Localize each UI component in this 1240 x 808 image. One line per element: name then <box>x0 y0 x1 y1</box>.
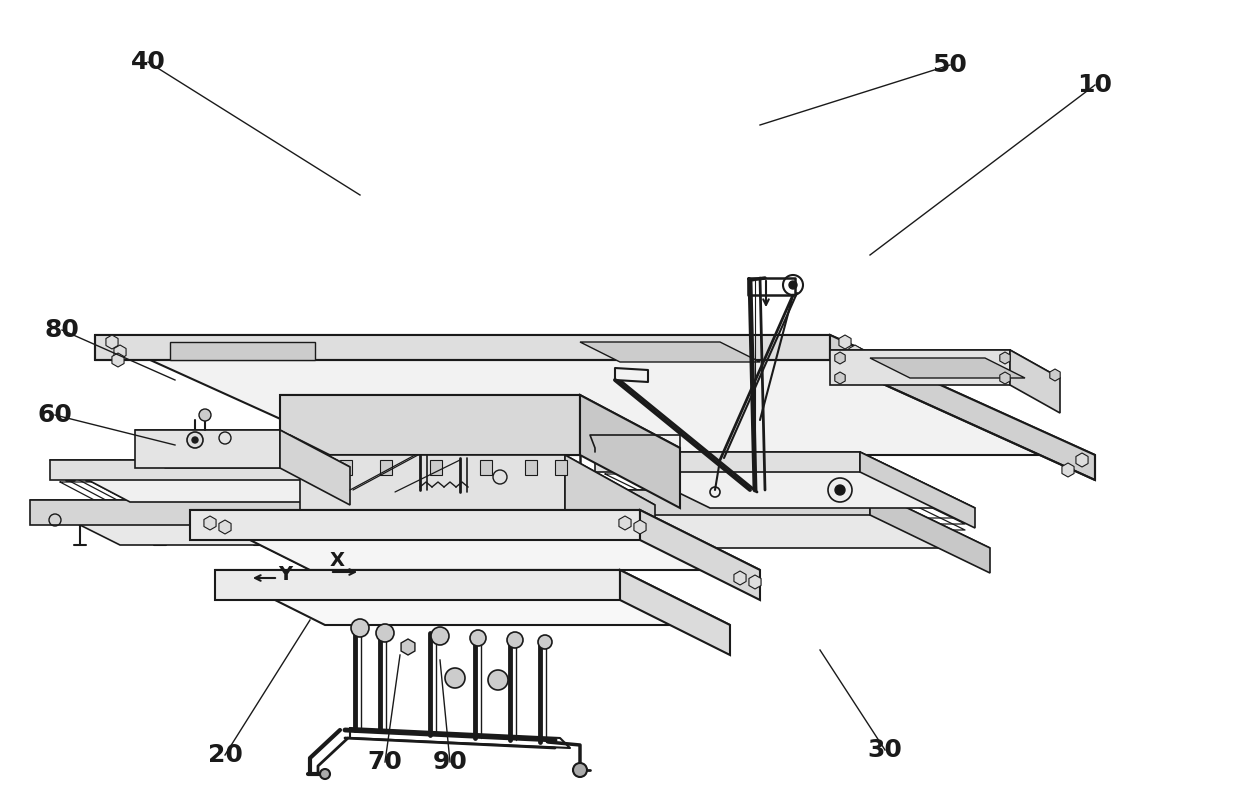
Circle shape <box>192 437 198 443</box>
Circle shape <box>432 627 449 645</box>
Polygon shape <box>1011 350 1060 413</box>
Polygon shape <box>190 510 640 540</box>
Circle shape <box>198 409 211 421</box>
Text: 10: 10 <box>1078 73 1112 97</box>
Polygon shape <box>830 335 1095 480</box>
Polygon shape <box>280 395 580 455</box>
Polygon shape <box>620 570 730 655</box>
Text: 40: 40 <box>130 50 165 74</box>
Text: 70: 70 <box>367 750 403 774</box>
Polygon shape <box>870 490 990 573</box>
Polygon shape <box>280 430 350 505</box>
Polygon shape <box>95 335 830 360</box>
Polygon shape <box>95 335 1095 455</box>
Polygon shape <box>50 460 330 480</box>
Polygon shape <box>525 460 537 475</box>
Polygon shape <box>430 460 441 475</box>
Text: X: X <box>330 551 345 570</box>
Polygon shape <box>340 500 430 570</box>
Polygon shape <box>50 460 410 502</box>
Polygon shape <box>135 430 280 468</box>
Polygon shape <box>379 460 392 475</box>
Text: 20: 20 <box>207 743 243 767</box>
Circle shape <box>351 619 370 637</box>
Polygon shape <box>580 395 680 508</box>
Text: Y: Y <box>278 565 293 584</box>
Polygon shape <box>580 490 990 548</box>
Polygon shape <box>830 350 1011 385</box>
Polygon shape <box>170 342 315 360</box>
Polygon shape <box>830 350 1060 378</box>
Polygon shape <box>330 460 410 522</box>
Polygon shape <box>870 358 1025 378</box>
Circle shape <box>320 769 330 779</box>
Circle shape <box>470 630 486 646</box>
Text: 30: 30 <box>868 738 903 762</box>
Circle shape <box>507 632 523 648</box>
Circle shape <box>573 763 587 777</box>
Text: 90: 90 <box>433 750 467 774</box>
Polygon shape <box>480 460 492 475</box>
Polygon shape <box>595 452 975 508</box>
Polygon shape <box>135 430 350 467</box>
Polygon shape <box>556 460 567 475</box>
Polygon shape <box>280 395 680 448</box>
Polygon shape <box>300 455 565 510</box>
Polygon shape <box>861 452 975 528</box>
Polygon shape <box>215 570 620 600</box>
Text: 80: 80 <box>45 318 79 342</box>
Polygon shape <box>340 460 352 475</box>
Text: 60: 60 <box>37 403 72 427</box>
Text: 50: 50 <box>932 53 967 77</box>
Polygon shape <box>565 455 655 560</box>
Circle shape <box>376 624 394 642</box>
Circle shape <box>789 281 797 289</box>
Polygon shape <box>580 490 870 515</box>
Polygon shape <box>215 570 730 625</box>
Polygon shape <box>30 500 340 525</box>
Polygon shape <box>640 510 760 600</box>
Circle shape <box>445 668 465 688</box>
Circle shape <box>187 432 203 448</box>
Circle shape <box>489 670 508 690</box>
Polygon shape <box>30 500 430 545</box>
Circle shape <box>835 485 844 495</box>
Polygon shape <box>310 460 322 475</box>
Polygon shape <box>595 452 861 472</box>
Polygon shape <box>580 342 760 362</box>
Polygon shape <box>300 455 655 505</box>
Polygon shape <box>190 510 760 570</box>
Circle shape <box>538 635 552 649</box>
